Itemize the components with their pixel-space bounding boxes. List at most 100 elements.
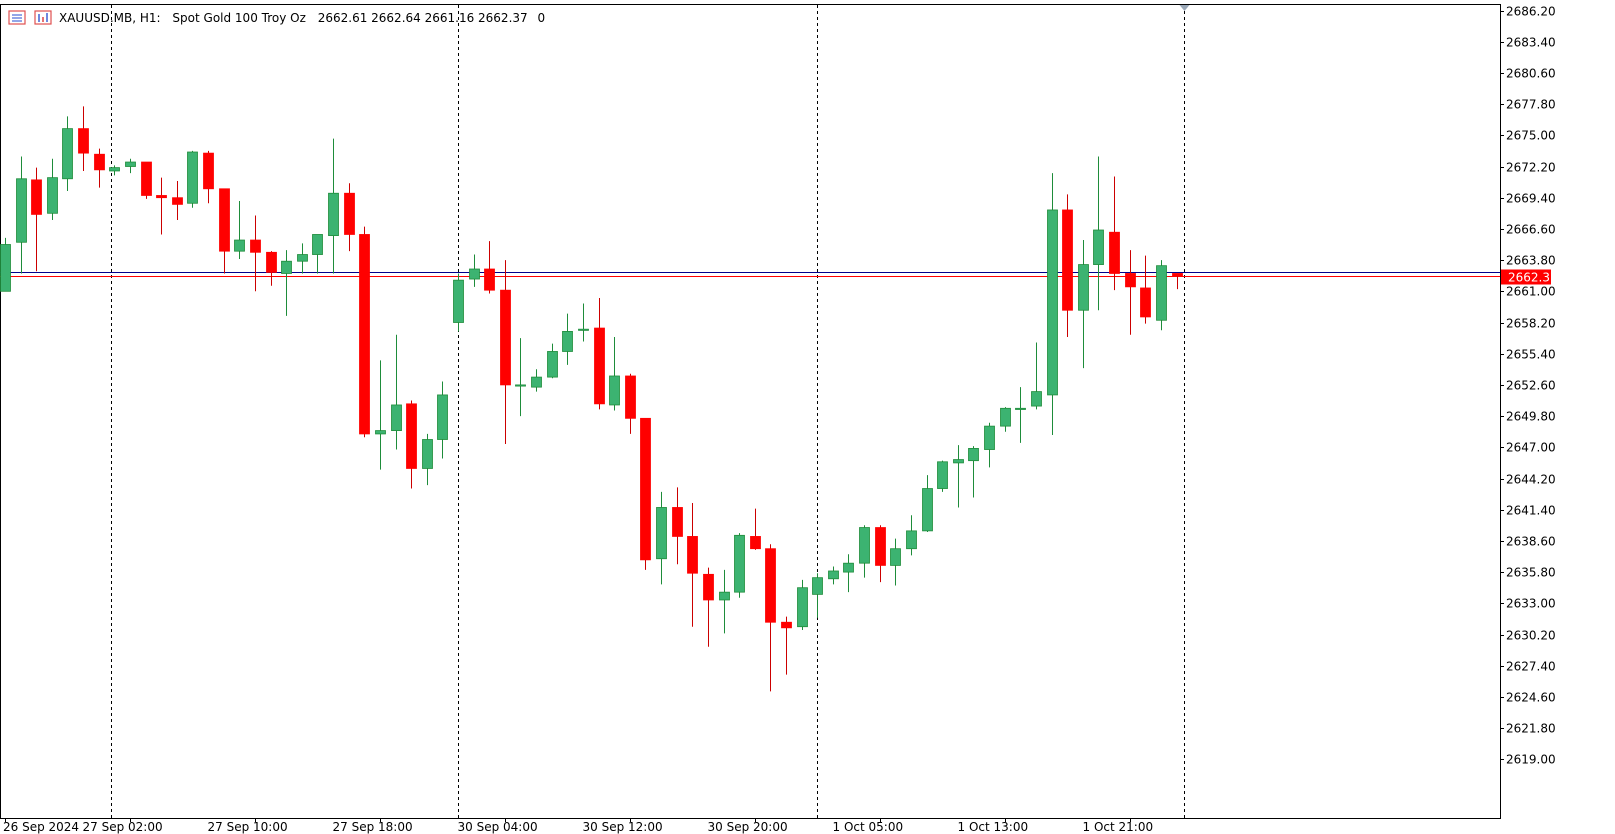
candle-body — [1172, 273, 1183, 277]
candle-59 — [922, 475, 933, 532]
candle-body — [1156, 265, 1167, 321]
candle-body — [875, 527, 886, 566]
y-tick-label: 2635.80 — [1506, 566, 1556, 580]
candle-36 — [562, 313, 573, 365]
list-icon[interactable] — [8, 10, 26, 25]
x-tick-label: 26 Sep 2024 — [3, 820, 79, 834]
candle-63 — [984, 422, 995, 468]
header-info: XAUUSD.MB, H1: Spot Gold 100 Troy Oz 266… — [59, 11, 545, 25]
candle-body — [547, 351, 558, 378]
candle-body — [203, 152, 214, 190]
candle-13 — [203, 150, 214, 204]
time-axis[interactable]: 26 Sep 2024 27 Sep 02:00 27 Sep 10:00 27 Se… — [3, 818, 1153, 834]
candle-body — [156, 195, 167, 199]
candle-body — [391, 404, 402, 431]
candle-42 — [656, 491, 667, 585]
price-axis[interactable]: 2686.20 2683.40 2680.60 2677.80 2675.00 2672.… — [1500, 5, 1556, 767]
candle-32 — [500, 260, 511, 444]
y-tick-label: 2638.60 — [1506, 535, 1556, 549]
candle-34 — [531, 369, 542, 392]
candle-31 — [484, 241, 495, 294]
candle-53 — [828, 566, 839, 585]
candle-48 — [750, 508, 761, 550]
candle-body — [281, 260, 292, 274]
candle-body — [328, 192, 339, 236]
y-tick-label: 2683.40 — [1506, 36, 1556, 50]
candle-29 — [453, 273, 464, 332]
candle-50 — [781, 616, 792, 675]
candle-22 — [344, 183, 355, 252]
candle-4 — [62, 116, 73, 192]
candle-body — [1015, 407, 1026, 410]
y-tick-label: 2669.40 — [1506, 192, 1556, 206]
candle-44 — [687, 503, 698, 627]
x-tick-label: 1 Oct 13:00 — [958, 820, 1029, 834]
candle-19 — [297, 243, 308, 274]
y-tick-label: 2675.00 — [1506, 129, 1556, 143]
ohlc-values: 2662.61 2662.64 2661.16 2662.37 — [318, 11, 528, 25]
candle-body — [922, 488, 933, 532]
candle-17 — [266, 251, 277, 286]
candle-body — [828, 570, 839, 580]
candle-body — [937, 461, 948, 489]
candle-body — [734, 534, 745, 593]
x-tick-label: 27 Sep 10:00 — [208, 820, 288, 834]
candle-2 — [31, 167, 42, 272]
y-tick-label: 2627.40 — [1506, 660, 1556, 674]
candle-body — [47, 177, 58, 214]
candle-body — [1093, 229, 1104, 265]
candle-body — [687, 536, 698, 574]
symbol-timeframe: XAUUSD.MB, H1: — [59, 11, 161, 25]
candle-body — [1000, 407, 1011, 427]
candle-body — [94, 153, 105, 171]
candle-body — [609, 375, 620, 406]
candle-28 — [437, 381, 448, 459]
y-tick-label: 2666.60 — [1506, 223, 1556, 237]
candle-body — [953, 459, 964, 464]
y-tick-label: 2644.20 — [1506, 473, 1556, 487]
candle-5 — [78, 106, 89, 171]
x-tick-label: 1 Oct 05:00 — [833, 820, 904, 834]
candle-body — [1047, 209, 1058, 396]
candle-body — [656, 507, 667, 560]
candle-body — [187, 151, 198, 204]
candle-33 — [515, 338, 526, 417]
candle-body — [62, 128, 73, 180]
y-tick-label: 2663.80 — [1506, 254, 1556, 268]
candle-body — [890, 548, 901, 566]
candle-23 — [359, 226, 370, 438]
chart-window-icon[interactable] — [34, 10, 52, 25]
candle-body — [31, 179, 42, 215]
candle-65 — [1015, 387, 1026, 443]
y-tick-label: 2672.20 — [1506, 161, 1556, 175]
y-tick-label: 2619.00 — [1506, 753, 1556, 767]
y-tick-label: 2677.80 — [1506, 98, 1556, 112]
candle-49 — [765, 544, 776, 692]
candle-21 — [328, 138, 339, 274]
candle-58 — [906, 515, 917, 556]
candle-57 — [890, 538, 901, 586]
candle-60 — [937, 460, 948, 492]
candle-body — [797, 587, 808, 628]
candle-66 — [1031, 342, 1042, 410]
candle-body — [266, 251, 277, 273]
y-tick-label: 2647.00 — [1506, 441, 1556, 455]
shift-marker-icon[interactable] — [1179, 5, 1190, 11]
candle-8 — [125, 158, 136, 174]
candle-56 — [875, 525, 886, 583]
x-tick-label: 30 Sep 04:00 — [458, 820, 538, 834]
candle-47 — [734, 533, 745, 598]
candle-body — [359, 234, 370, 435]
candle-body — [250, 239, 261, 253]
y-tick-label: 2633.00 — [1506, 597, 1556, 611]
candle-body — [406, 403, 417, 469]
candle-body — [1031, 391, 1042, 407]
candle-body — [453, 279, 464, 323]
candle-20 — [312, 234, 323, 274]
candle-body — [812, 577, 823, 595]
candle-body — [312, 234, 323, 255]
y-tick-label: 2658.20 — [1506, 317, 1556, 331]
x-tick-label: 30 Sep 12:00 — [583, 820, 663, 834]
